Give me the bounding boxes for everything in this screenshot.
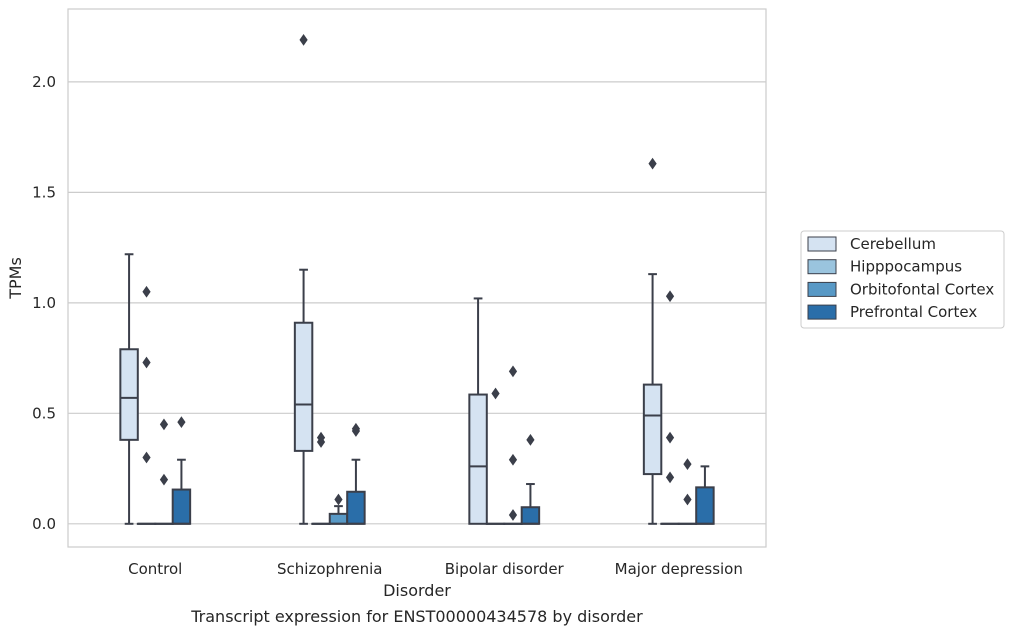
legend-swatch bbox=[807, 304, 837, 320]
legend-swatch bbox=[807, 259, 837, 275]
boxes bbox=[119, 34, 715, 525]
box-orbitofontal-cortex bbox=[328, 493, 349, 525]
y-tick-label: 1.5 bbox=[32, 183, 56, 201]
outlier-point bbox=[351, 425, 361, 437]
y-axis-title: TPMs bbox=[6, 257, 25, 300]
outlier-point bbox=[508, 509, 518, 521]
box-hipppocampus bbox=[136, 285, 157, 525]
box-prefrontal-cortex bbox=[695, 465, 715, 525]
outlier-point bbox=[159, 473, 169, 486]
box-prefrontal-cortex bbox=[520, 433, 541, 525]
legend-frame bbox=[800, 230, 1005, 329]
outlier-point bbox=[491, 387, 500, 400]
box-iqr bbox=[468, 393, 488, 525]
y-tick-label: 0.0 bbox=[32, 515, 56, 533]
outlier-point bbox=[316, 436, 326, 448]
legend-label: Orbitofontal Cortex bbox=[850, 280, 994, 298]
outlier-point bbox=[177, 416, 186, 429]
box-cerebellum bbox=[468, 297, 488, 525]
y-tick-label: 2.0 bbox=[32, 73, 56, 91]
outlier-point bbox=[508, 365, 518, 378]
legend-label: Prefrontal Cortex bbox=[850, 303, 977, 321]
box-prefrontal-cortex bbox=[346, 422, 366, 525]
x-tick-label: Major depression bbox=[615, 560, 743, 578]
outlier-point bbox=[299, 34, 308, 46]
outlier-point bbox=[648, 157, 657, 170]
box-iqr bbox=[119, 348, 139, 441]
box-orbitofontal-cortex bbox=[503, 365, 523, 525]
y-tick-label: 1.0 bbox=[32, 294, 56, 312]
x-tick-label: Control bbox=[128, 560, 182, 578]
box-iqr bbox=[695, 486, 715, 525]
box-prefrontal-cortex bbox=[171, 416, 192, 525]
box-hipppocampus bbox=[311, 431, 331, 525]
box-iqr bbox=[642, 383, 663, 476]
x-axis-ticks: Control Schizophrenia Bipolar disorder Majo… bbox=[128, 560, 743, 578]
box-cerebellum bbox=[119, 253, 139, 525]
outlier-point bbox=[683, 493, 692, 506]
legend-swatch bbox=[807, 236, 837, 252]
outlier-point bbox=[526, 433, 535, 446]
legend: Cerebellum Hipppocampus Orbitofontal Corte… bbox=[800, 230, 1005, 329]
outlier-point bbox=[142, 451, 151, 464]
x-tick-label: Bipolar disorder bbox=[445, 560, 565, 578]
box-iqr bbox=[293, 321, 314, 452]
y-axis-ticks: 0.0 0.5 1.0 1.5 2.0 bbox=[32, 73, 56, 533]
chart-caption: Transcript expression for ENST0000043457… bbox=[190, 607, 643, 626]
y-tick-label: 0.5 bbox=[32, 404, 56, 422]
outlier-point bbox=[508, 453, 518, 466]
box-iqr bbox=[171, 488, 192, 525]
outlier-point bbox=[683, 458, 692, 471]
outlier-point bbox=[142, 356, 151, 369]
outlier-point bbox=[142, 285, 151, 298]
box-cerebellum bbox=[642, 157, 663, 525]
box-cerebellum bbox=[293, 34, 314, 525]
legend-label: Hipppocampus bbox=[850, 258, 962, 276]
outlier-point bbox=[334, 493, 343, 506]
outlier-point bbox=[159, 418, 169, 431]
box-iqr bbox=[328, 512, 349, 525]
box-orbitofontal-cortex bbox=[154, 418, 174, 525]
box-iqr bbox=[520, 506, 541, 525]
outlier-point bbox=[665, 290, 675, 303]
outlier-point bbox=[665, 431, 675, 444]
x-tick-label: Schizophrenia bbox=[277, 560, 382, 578]
outlier-point bbox=[665, 471, 675, 484]
legend-label: Cerebellum bbox=[850, 235, 936, 253]
x-axis-title: Disorder bbox=[383, 581, 451, 600]
box-iqr bbox=[346, 490, 366, 525]
legend-swatch bbox=[807, 281, 837, 297]
